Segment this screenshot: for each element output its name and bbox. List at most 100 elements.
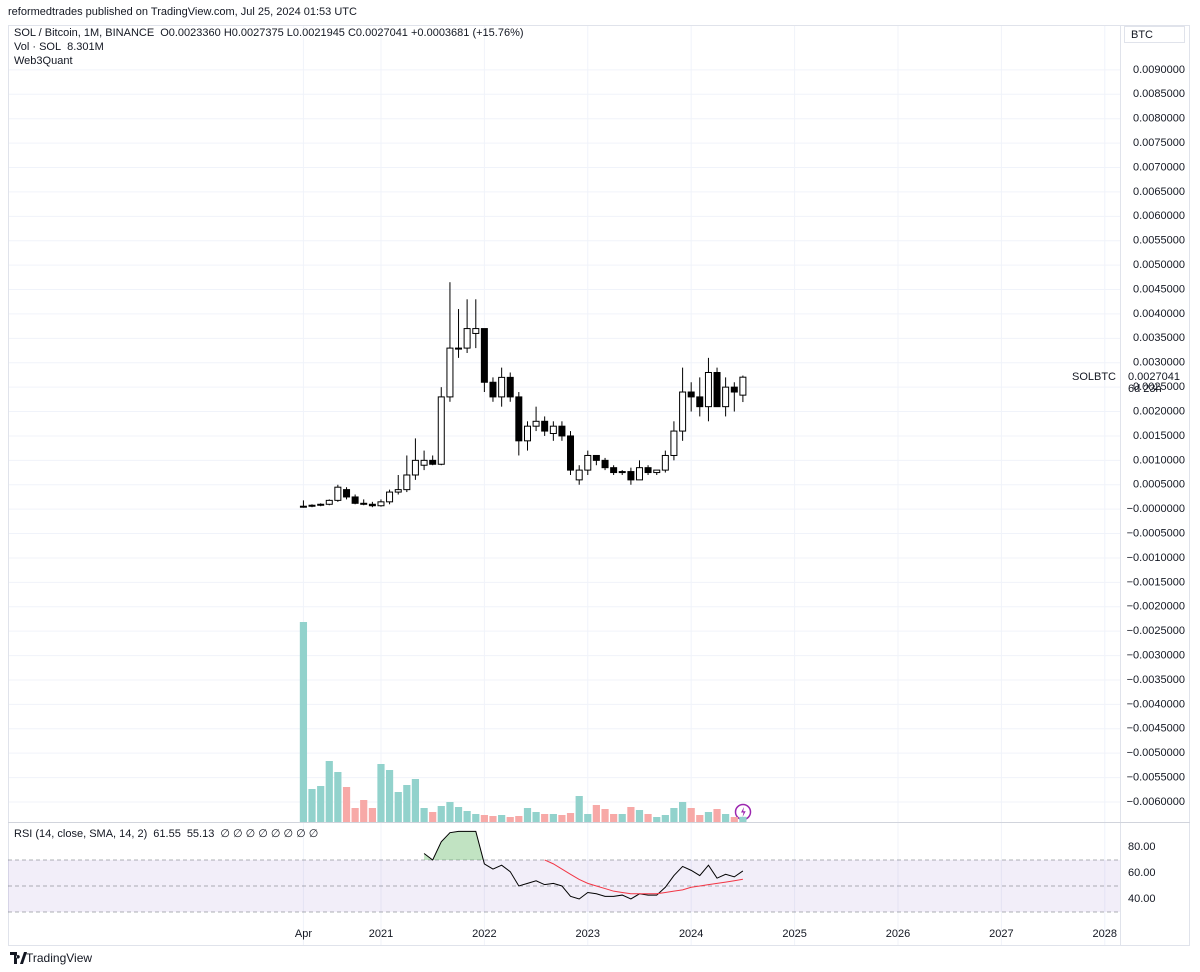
candle-body (299, 505, 307, 508)
candle-body (394, 489, 402, 493)
candle-body (644, 467, 652, 474)
candle-body (377, 501, 385, 507)
y-tick-label: 0.0005000 (1133, 479, 1185, 491)
y-tick-label: 0.0060000 (1133, 210, 1185, 222)
volume-bar (618, 814, 626, 822)
volume-bar (498, 815, 506, 822)
candle-body (343, 489, 351, 498)
volume-bar (377, 764, 385, 822)
volume-bar (541, 814, 549, 822)
y-tick-label: 0.0080000 (1133, 113, 1185, 125)
volume-bar (635, 810, 644, 822)
x-tick-label: 2022 (472, 928, 496, 940)
volume-bar (385, 770, 394, 822)
candle-body (351, 496, 359, 504)
volume-bar (730, 817, 738, 822)
candle-body (567, 435, 575, 471)
candle-body (687, 391, 695, 398)
volume-bar (325, 761, 333, 822)
volume-bar (489, 816, 497, 822)
volume-bar (420, 808, 428, 822)
candle-body (498, 376, 506, 398)
y-tick-label: −0.0035000 (1127, 674, 1185, 686)
candle-body (455, 347, 463, 350)
y-tick-label: −0.0020000 (1127, 601, 1185, 613)
volume-bar (334, 772, 342, 822)
volume-bar (472, 814, 480, 822)
volume-bar (429, 812, 437, 822)
y-tick-label: 0.0015000 (1133, 430, 1185, 442)
volume-bar (592, 805, 600, 822)
y-tick-label: 0.0010000 (1133, 454, 1185, 466)
last-price: 0.0027041 (1128, 371, 1180, 383)
y-tick-label: 0.0030000 (1133, 357, 1185, 369)
x-tick-label: 2027 (989, 928, 1013, 940)
candle-body (480, 328, 488, 383)
rsi-tick-label: 40.00 (1128, 893, 1156, 905)
y-tick-label: −0.0030000 (1127, 649, 1185, 661)
y-tick-label: −0.0055000 (1127, 771, 1185, 783)
y-tick-label: 0.0090000 (1133, 64, 1185, 76)
volume-bar (317, 786, 325, 822)
candle-body (549, 425, 557, 435)
published-note: reformedtrades published on TradingView.… (8, 6, 357, 18)
y-tick-label: 0.0070000 (1133, 161, 1185, 173)
candle-body (661, 454, 669, 471)
candle-body (446, 347, 454, 398)
candle-body (610, 467, 618, 474)
candle-body (696, 396, 704, 408)
footer-brand: TradingView (26, 951, 92, 965)
volume-bar (299, 622, 308, 822)
rsi-extras: ∅ ∅ ∅ ∅ ∅ ∅ ∅ ∅ (220, 828, 318, 840)
symbol-label: SOLBTC (1072, 371, 1116, 383)
y-tick-label: −0.0015000 (1127, 576, 1185, 588)
y-tick-label: −0.0000000 (1127, 503, 1185, 515)
y-tick-label: 0.0045000 (1133, 283, 1185, 295)
y-tick-label: 0.0020000 (1133, 405, 1185, 417)
candle-body (489, 381, 497, 398)
rsi-value: 61.55 (153, 828, 181, 840)
volume-bar (575, 796, 583, 822)
y-tick-label: −0.0045000 (1127, 723, 1185, 735)
candle-body (386, 491, 394, 503)
candle-body (403, 474, 411, 491)
volume-bar (713, 809, 721, 822)
candle-body (523, 425, 531, 442)
candle-body (541, 420, 549, 432)
volume-bar (463, 811, 471, 822)
volume-name: Vol · SOL (14, 41, 61, 53)
volume-bar (739, 816, 747, 822)
volume-bar (446, 802, 454, 822)
candle-body (670, 430, 678, 456)
candle-body (653, 469, 661, 474)
logo-mark (10, 952, 27, 964)
volume-last: 8.301M (67, 41, 104, 53)
y-tick-label: 0.0040000 (1133, 308, 1185, 320)
candle-body (592, 454, 600, 461)
candle-body (558, 425, 566, 437)
y-tick-label: 0.0085000 (1133, 88, 1185, 100)
volume-bar (566, 813, 575, 822)
volume-bar (515, 816, 523, 822)
chart-title: SOL / Bitcoin, 1M, BINANCE (14, 27, 154, 39)
indicator-name: Web3Quant (14, 55, 73, 67)
currency-box (1124, 26, 1185, 43)
volume-bar (627, 807, 635, 822)
volume-bar (506, 817, 514, 822)
rsi-title: RSI (14, close, SMA, 14, 2) (14, 828, 147, 840)
volume-bar (454, 807, 463, 822)
x-tick-label: 2021 (369, 928, 393, 940)
candle-body (618, 471, 626, 474)
y-tick-label: −0.0050000 (1127, 747, 1185, 759)
candle-body (325, 499, 333, 505)
currency: BTC (1131, 29, 1153, 41)
candle-body (429, 459, 437, 465)
rsi-sma-value: 55.13 (187, 828, 215, 840)
volume-bar (351, 808, 359, 822)
candle-body (635, 467, 643, 481)
candle-body (506, 376, 514, 398)
frame (8, 25, 1190, 946)
y-tick-label: −0.0005000 (1127, 527, 1185, 539)
